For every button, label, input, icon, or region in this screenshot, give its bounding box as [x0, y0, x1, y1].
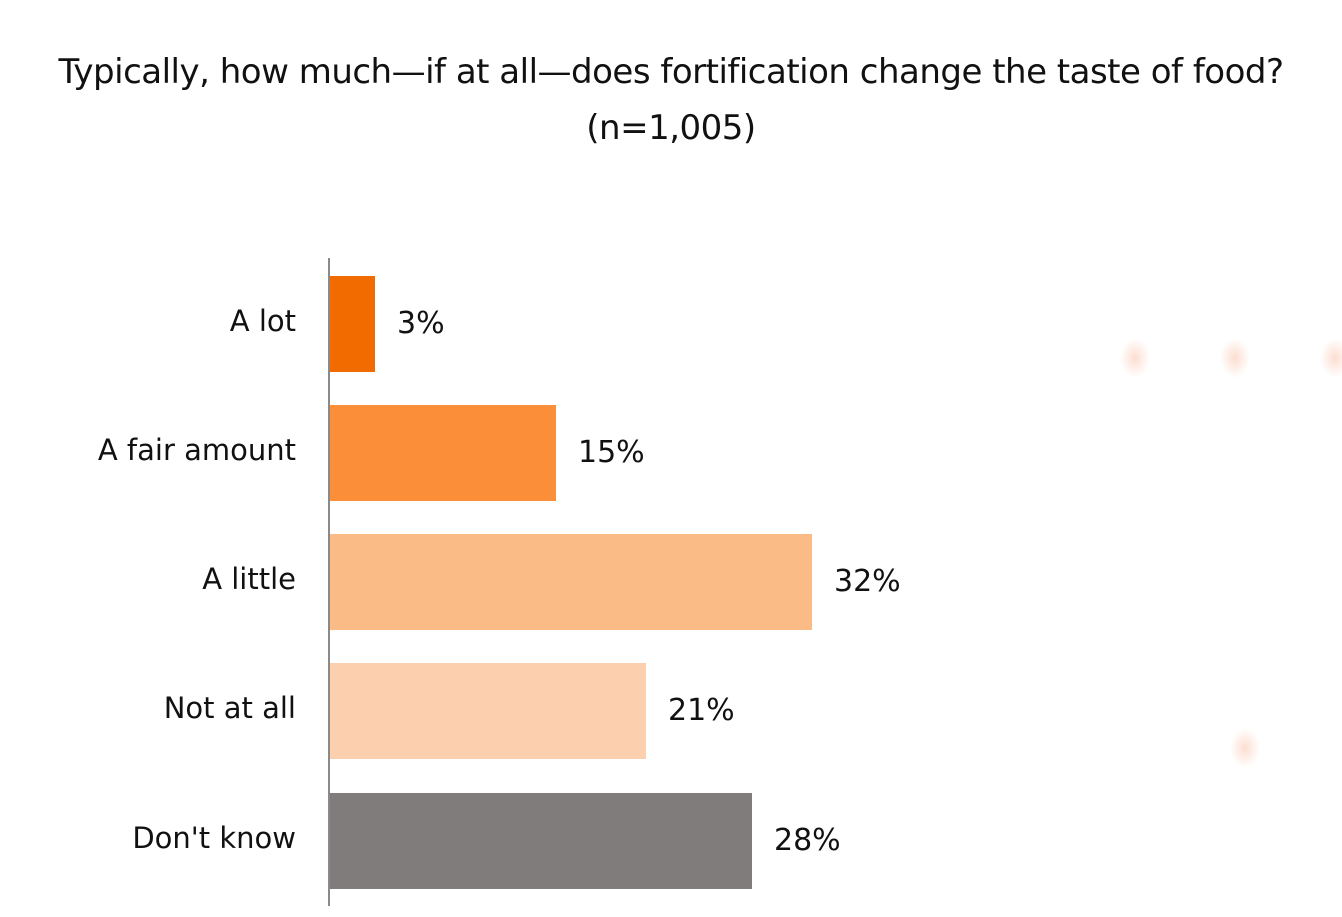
bar	[330, 793, 752, 889]
category-label: A fair amount	[97, 433, 296, 467]
bar	[330, 663, 646, 759]
chart-title: Typically, how much—if at all—does forti…	[58, 52, 1284, 92]
bar	[330, 276, 375, 372]
value-label: 21%	[668, 693, 735, 728]
value-label: 15%	[578, 435, 645, 470]
chart-subtitle: (n=1,005)	[586, 108, 756, 148]
value-label: 3%	[397, 306, 445, 341]
category-label: Don't know	[132, 821, 296, 855]
bar	[330, 534, 812, 630]
category-label: A little	[202, 562, 296, 596]
category-label: Not at all	[163, 691, 296, 725]
category-label: A lot	[229, 304, 296, 338]
faded-background-artifact	[1120, 338, 1342, 768]
bar	[330, 405, 556, 501]
y-axis-line	[328, 258, 330, 906]
value-label: 28%	[774, 823, 841, 858]
value-label: 32%	[834, 564, 901, 599]
